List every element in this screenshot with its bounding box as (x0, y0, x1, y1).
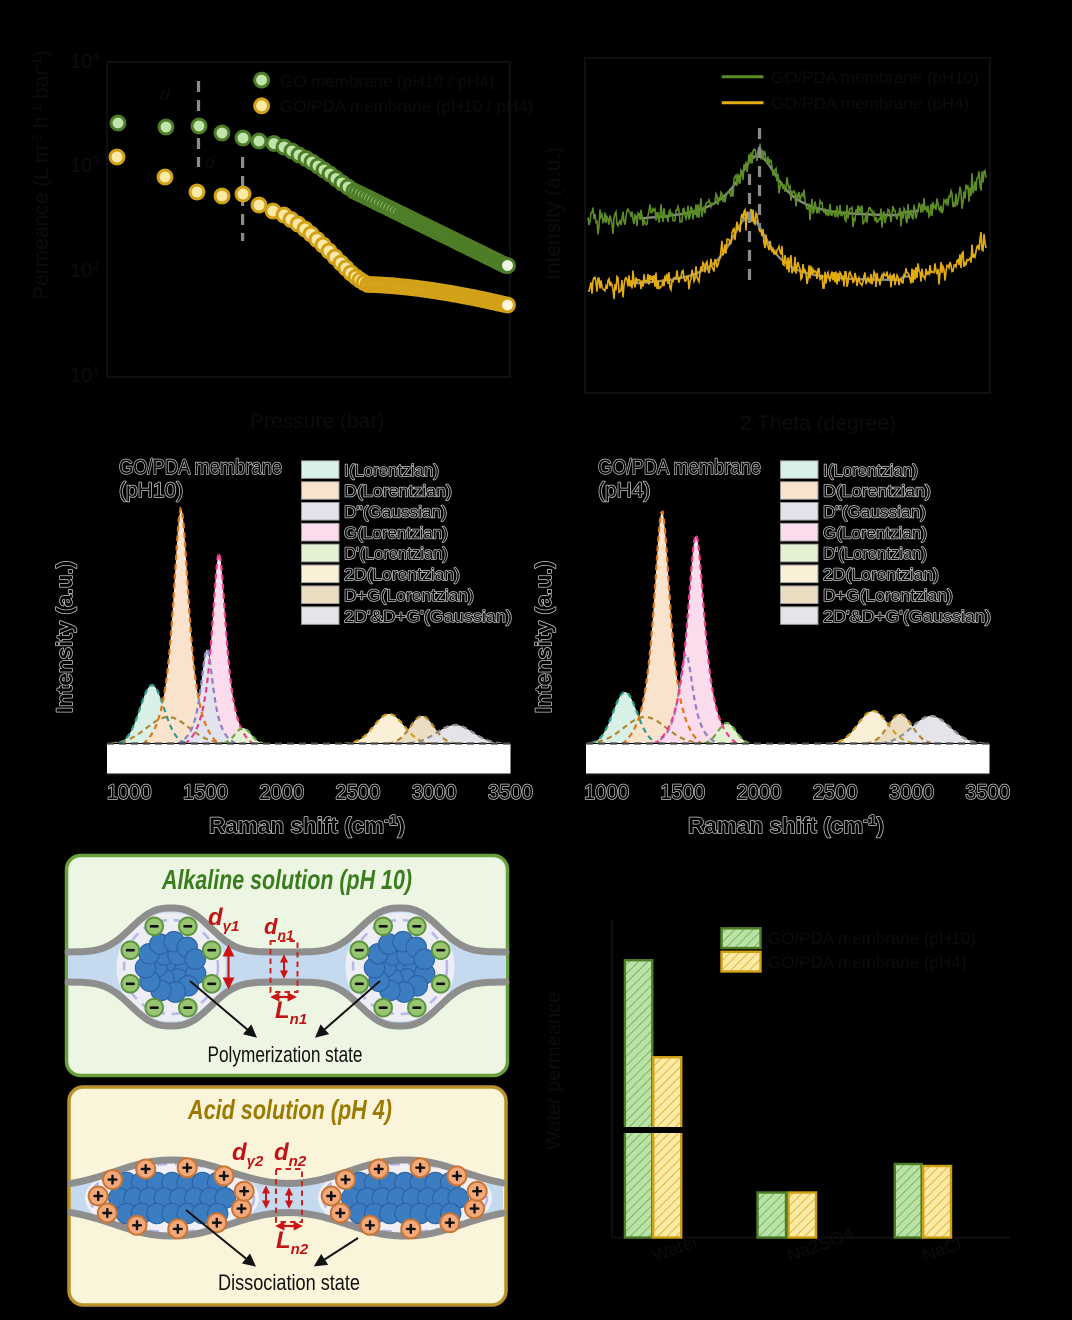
svg-text:GO/PDA membrane (pH10): GO/PDA membrane (pH10) (768, 929, 976, 948)
svg-text:D(Lorentzian): D(Lorentzian) (823, 482, 931, 501)
svg-text:D'(Lorentzian): D'(Lorentzian) (344, 544, 448, 563)
svg-text:D+G(Lorentzian): D+G(Lorentzian) (823, 586, 953, 605)
svg-text:GO/PDA membrane (pH10): GO/PDA membrane (pH10) (771, 68, 979, 87)
svg-text:Alkaline solution (pH 10): Alkaline solution (pH 10) (161, 864, 412, 895)
svg-text:GO/PDA membrane: GO/PDA membrane (119, 456, 282, 479)
svg-text:I(Lorentzian): I(Lorentzian) (823, 461, 918, 480)
svg-text:D+G(Lorentzian): D+G(Lorentzian) (344, 586, 474, 605)
svg-text:101: 101 (70, 363, 99, 387)
svg-text:Permeance (L m-2 h-1 bar-1): Permeance (L m-2 h-1 bar-1) (29, 50, 53, 300)
svg-text:Raman shift (cm-1): Raman shift (cm-1) (209, 812, 405, 838)
svg-text:D"(Gaussian): D"(Gaussian) (823, 503, 926, 522)
svg-text:GO/PDA membrane (pH4): GO/PDA membrane (pH4) (771, 94, 969, 113)
svg-text:Intensity (a.u.): Intensity (a.u.) (52, 561, 77, 714)
svg-text:3500: 3500 (488, 780, 533, 804)
svg-text:2500: 2500 (335, 780, 380, 804)
svg-text:2D'&D+G'(Gaussian): 2D'&D+G'(Gaussian) (344, 607, 512, 626)
svg-text:d: d (205, 153, 215, 172)
svg-text:D"(Gaussian): D"(Gaussian) (344, 503, 447, 522)
svg-text:3000: 3000 (412, 780, 457, 804)
svg-text:Polymerization state: Polymerization state (208, 1042, 363, 1067)
svg-text:3000: 3000 (889, 780, 934, 804)
svg-text:Intensity (a.u.): Intensity (a.u.) (531, 561, 556, 714)
svg-text:3500: 3500 (965, 780, 1010, 804)
svg-text:2500: 2500 (813, 780, 858, 804)
svg-text:2D(Lorentzian): 2D(Lorentzian) (823, 565, 939, 584)
svg-text:2D'&D+G'(Gaussian): 2D'&D+G'(Gaussian) (823, 607, 991, 626)
svg-text:GO/PDA membrane (pH10 / pH4): GO/PDA membrane (pH10 / pH4) (280, 97, 533, 116)
svg-text:(pH4): (pH4) (598, 479, 651, 502)
svg-text:1000: 1000 (107, 780, 152, 804)
svg-text:2D(Lorentzian): 2D(Lorentzian) (344, 565, 460, 584)
svg-text:dn2: dn2 (274, 1139, 307, 1170)
svg-text:Raman shift (cm-1): Raman shift (cm-1) (688, 812, 884, 838)
svg-text:G(Lorentzian): G(Lorentzian) (823, 523, 927, 542)
svg-text:2 Theta (degree): 2 Theta (degree) (740, 412, 896, 435)
svg-text:1500: 1500 (660, 780, 705, 804)
svg-text:GO membrane (pH10 / pH4): GO membrane (pH10 / pH4) (280, 72, 494, 91)
svg-text:Water permeance: Water permeance (543, 992, 565, 1150)
svg-text:GO/PDA membrane (pH4): GO/PDA membrane (pH4) (768, 953, 966, 972)
svg-text:2000: 2000 (259, 780, 304, 804)
svg-text:Dissociation state: Dissociation state (218, 1270, 360, 1295)
svg-text:d: d (160, 85, 170, 104)
svg-text:GO/PDA membrane: GO/PDA membrane (598, 456, 761, 479)
svg-text:(pH10): (pH10) (119, 479, 183, 502)
svg-text:I(Lorentzian): I(Lorentzian) (344, 461, 439, 480)
svg-text:1500: 1500 (183, 780, 228, 804)
svg-text:1000: 1000 (584, 780, 629, 804)
svg-text:2000: 2000 (737, 780, 782, 804)
svg-text:Acid solution (pH 4): Acid solution (pH 4) (187, 1094, 392, 1125)
svg-text:G(Lorentzian): G(Lorentzian) (344, 523, 448, 542)
svg-text:104: 104 (70, 49, 99, 73)
svg-text:D'(Lorentzian): D'(Lorentzian) (823, 544, 927, 563)
svg-text:Intensity (a.u.): Intensity (a.u.) (542, 147, 565, 280)
svg-text:Pressure (bar): Pressure (bar) (250, 410, 384, 433)
svg-text:D(Lorentzian): D(Lorentzian) (344, 482, 452, 501)
